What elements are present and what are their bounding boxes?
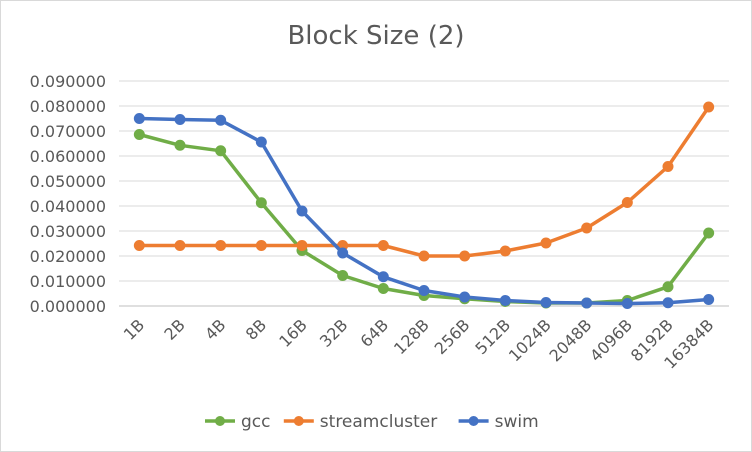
data-point (499, 295, 511, 306)
series-line-swim (137, 116, 711, 306)
y-tick-label: 0.010000 (30, 272, 106, 291)
legend-label: swim (495, 412, 539, 432)
y-tick-label: 0.080000 (30, 97, 106, 116)
data-point (703, 294, 715, 305)
y-tick-label: 0.060000 (30, 147, 106, 166)
series-swim (133, 113, 715, 309)
series-streamcluster (133, 101, 715, 262)
data-point (662, 281, 674, 293)
data-point (621, 298, 633, 309)
data-point (255, 197, 267, 209)
data-point (459, 250, 471, 262)
data-point (174, 139, 186, 151)
legend-item-swim: swim (458, 412, 539, 432)
data-point (418, 285, 430, 296)
legend-item-gcc: gcc (205, 412, 270, 432)
x-tick-label: 2B (160, 315, 188, 343)
y-tick-label: 0.050000 (30, 172, 106, 191)
data-point (255, 240, 267, 251)
x-tick-label: 64B (357, 315, 393, 351)
data-point (621, 197, 633, 208)
data-point (540, 297, 552, 308)
y-tick-label: 0.020000 (30, 247, 106, 266)
x-tick-label: 8B (242, 315, 270, 343)
data-point (377, 271, 389, 283)
data-point (215, 145, 227, 157)
data-point (337, 270, 349, 281)
x-tick-label: 256B (431, 315, 474, 358)
data-point (662, 297, 674, 309)
legend-marker (215, 416, 225, 426)
y-tick-label: 0.090000 (30, 72, 106, 91)
data-point (499, 245, 511, 257)
data-point (540, 237, 552, 249)
data-point (703, 101, 715, 113)
chart-title: Block Size (2) (287, 21, 464, 51)
x-tick-label: 1B (120, 315, 148, 343)
data-point (133, 113, 145, 124)
legend-marker (468, 416, 479, 426)
data-point (581, 297, 593, 309)
data-point (703, 227, 715, 239)
y-tick-label: 0.030000 (30, 222, 106, 241)
series-line-gcc (137, 132, 711, 305)
data-point (377, 283, 389, 294)
data-point (581, 222, 593, 234)
data-point (133, 129, 145, 140)
data-point (215, 114, 227, 126)
data-point (296, 205, 308, 217)
data-point (296, 240, 308, 251)
legend: gcc streamcluster swim (205, 412, 539, 432)
data-point (255, 136, 267, 148)
data-point (377, 240, 389, 251)
y-axis-tick-labels: 0.000000 0.010000 0.020000 0.030000 0.040000… (30, 72, 106, 316)
x-tick-label: 32B (316, 315, 352, 351)
x-tick-label: 4B (201, 315, 229, 343)
data-point (133, 240, 145, 251)
legend-item-streamcluster: streamcluster (283, 412, 437, 432)
data-point (337, 247, 349, 259)
data-point (174, 240, 186, 251)
x-tick-label: 4096B (586, 315, 636, 365)
y-tick-label: 0.040000 (30, 197, 106, 216)
y-tick-label: 0.000000 (30, 297, 106, 316)
y-tick-label: 0.070000 (30, 122, 106, 141)
data-point (418, 250, 430, 262)
data-point (174, 114, 186, 125)
x-tick-label: 128B (390, 315, 433, 358)
data-point (215, 240, 227, 251)
x-axis-tick-labels: 1B 2B 4B 8B 16B 32B 64B128B256B512B1024B2048B4… (120, 315, 718, 372)
legend-marker (293, 416, 304, 426)
data-point (459, 291, 471, 303)
legend-label: gcc (241, 412, 270, 432)
data-series (133, 101, 715, 309)
x-tick-label: 1024B (505, 315, 555, 365)
legend-label: streamcluster (320, 412, 437, 432)
data-point (662, 161, 674, 172)
x-tick-label: 16B (275, 315, 311, 351)
x-tick-label: 2048B (546, 315, 596, 365)
